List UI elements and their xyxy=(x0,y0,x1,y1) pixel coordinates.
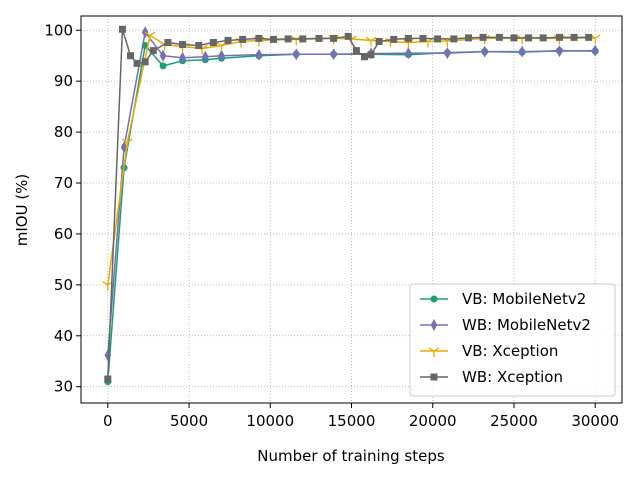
data-point xyxy=(330,48,337,61)
data-point xyxy=(127,52,135,60)
y-tick-label: 100 xyxy=(44,21,73,39)
data-point xyxy=(390,35,398,43)
y-axis: 30 40 50 60 70 80 90 100 xyxy=(44,21,81,396)
data-point xyxy=(284,35,292,43)
legend-marker xyxy=(430,373,438,381)
data-point xyxy=(450,35,458,43)
data-point xyxy=(479,33,487,41)
data-point xyxy=(510,34,518,42)
legend-item: WB: Xception xyxy=(420,368,563,386)
data-point xyxy=(330,34,338,42)
data-point xyxy=(255,34,263,42)
series-layer xyxy=(102,25,601,386)
legend-marker xyxy=(430,319,438,331)
data-point xyxy=(444,47,451,60)
data-point xyxy=(405,47,412,60)
data-point xyxy=(179,51,186,64)
data-point xyxy=(495,33,503,41)
legend-label: WB: MobileNetv2 xyxy=(462,316,591,334)
data-point xyxy=(270,35,278,43)
x-axis-label: Number of training steps xyxy=(257,447,445,465)
data-point xyxy=(164,38,172,46)
data-point xyxy=(419,34,427,42)
data-point xyxy=(144,31,156,42)
series-4 xyxy=(104,25,593,383)
data-point xyxy=(292,48,300,61)
data-point xyxy=(570,33,578,41)
legend-item: VB: MobileNetv2 xyxy=(420,290,586,308)
x-tick-label: 25000 xyxy=(490,412,538,430)
data-point xyxy=(367,51,375,59)
legend-item: WB: MobileNetv2 xyxy=(420,316,591,334)
y-tick-label: 70 xyxy=(54,174,73,192)
data-point xyxy=(159,62,167,70)
legend-label: VB: MobileNetv2 xyxy=(462,290,586,308)
data-point xyxy=(375,37,383,45)
data-point xyxy=(255,48,263,61)
data-point xyxy=(585,33,593,41)
data-point xyxy=(118,25,126,33)
data-point xyxy=(525,34,533,42)
grid xyxy=(81,16,622,403)
data-point xyxy=(556,45,563,58)
data-point xyxy=(434,35,442,43)
data-point xyxy=(133,59,141,67)
x-tick-label: 10000 xyxy=(246,412,294,430)
legend-marker xyxy=(428,347,440,357)
data-point xyxy=(299,35,307,43)
y-tick-label: 60 xyxy=(54,225,73,243)
data-point xyxy=(518,45,526,58)
x-axis: 0 5000 10000 15000 20000 25000 30000 xyxy=(103,403,619,430)
legend: VB: MobileNetv2 WB: MobileNetv2 VB: Xcepti… xyxy=(409,283,616,397)
data-point xyxy=(360,53,368,61)
data-point xyxy=(201,50,209,63)
data-point xyxy=(365,36,377,47)
data-point xyxy=(149,47,157,55)
legend-marker xyxy=(430,295,438,303)
y-tick-label: 90 xyxy=(54,72,73,90)
x-tick-label: 0 xyxy=(103,412,113,430)
y-tick-label: 30 xyxy=(54,378,73,396)
data-point xyxy=(209,38,217,46)
data-point xyxy=(555,33,563,41)
data-point xyxy=(141,58,149,66)
data-point xyxy=(218,49,225,62)
y-axis-label: mIOU (%) xyxy=(13,174,31,247)
y-tick-label: 40 xyxy=(54,327,73,345)
data-point xyxy=(104,375,112,383)
data-point xyxy=(315,34,323,42)
data-point xyxy=(539,34,547,42)
legend-label: WB: Xception xyxy=(462,368,563,386)
x-tick-label: 5000 xyxy=(170,412,208,430)
data-point xyxy=(179,41,187,49)
x-tick-label: 15000 xyxy=(328,412,376,430)
x-tick-label: 30000 xyxy=(571,412,619,430)
data-point xyxy=(344,32,352,40)
y-tick-label: 50 xyxy=(54,276,73,294)
data-point xyxy=(195,42,203,50)
data-point xyxy=(591,44,599,57)
data-point xyxy=(239,35,247,43)
data-point xyxy=(481,45,489,58)
data-point xyxy=(352,47,360,55)
data-point xyxy=(159,49,167,62)
data-point xyxy=(224,36,232,44)
data-point xyxy=(404,34,412,42)
legend-item: VB: Xception xyxy=(420,342,558,360)
y-tick-label: 80 xyxy=(54,123,73,141)
legend-label: VB: Xception xyxy=(462,342,558,360)
data-point xyxy=(121,138,133,149)
legend-box xyxy=(409,283,616,397)
x-tick-label: 20000 xyxy=(409,412,457,430)
data-point xyxy=(464,34,472,42)
